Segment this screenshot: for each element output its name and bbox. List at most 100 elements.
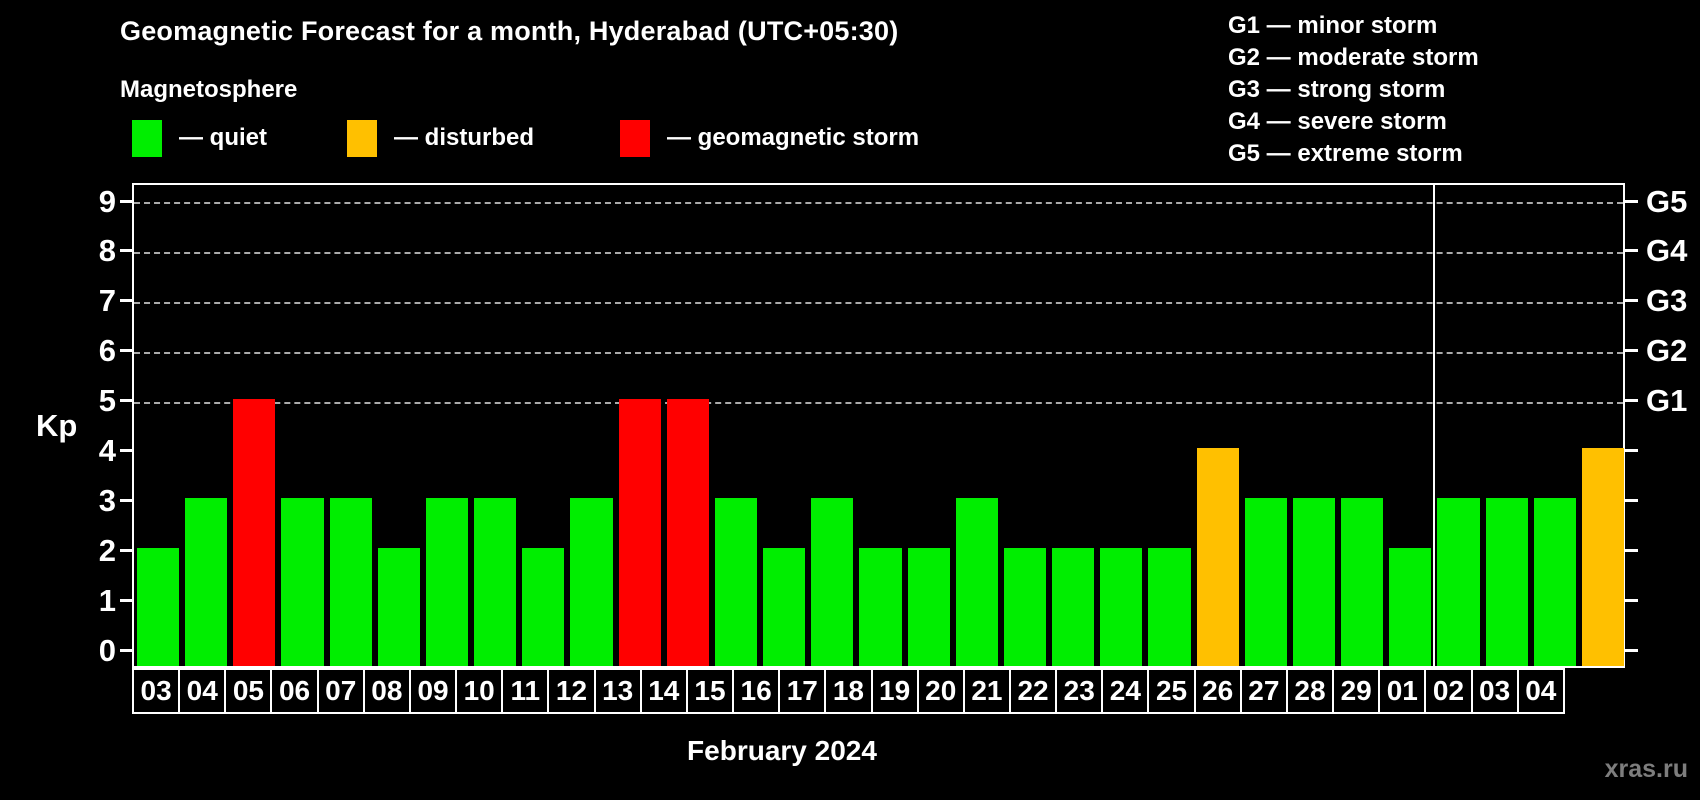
right-tick-6 (1625, 349, 1638, 353)
kp-bar-23 (1100, 548, 1143, 666)
kp-bar-03 (1533, 498, 1576, 666)
date-cell-feb-22: 22 (1008, 668, 1058, 714)
legend-item-disturbed: — disturbed (347, 119, 534, 157)
right-tick-7 (1625, 299, 1638, 303)
g5-legend-line: G5 — extreme storm (1228, 140, 1463, 167)
kp-bar-02 (1485, 498, 1528, 666)
y-tick-3 (120, 498, 132, 502)
y-axis-title: Kp (36, 408, 78, 443)
kp-bar-04 (1581, 448, 1624, 666)
plot-area (132, 183, 1625, 668)
date-cell-feb-06: 06 (270, 668, 319, 714)
y-tick-label-7: 7 (98, 283, 116, 319)
date-cell-mar-03: 03 (1470, 668, 1519, 714)
date-cell-feb-10: 10 (455, 668, 504, 714)
kp-bar-15 (714, 498, 758, 666)
y-tick-0 (120, 648, 132, 652)
date-cell-feb-27: 27 (1239, 668, 1288, 714)
g1-legend-line: G1 — minor storm (1228, 12, 1438, 39)
date-cell-feb-16: 16 (732, 668, 781, 714)
kp-bar-26 (1244, 498, 1287, 666)
kp-bar-20 (955, 498, 998, 666)
kp-bar-05 (233, 398, 276, 666)
y-tick-label-8: 8 (98, 233, 116, 269)
date-cell-feb-12: 12 (547, 668, 596, 714)
kp-bar-08 (377, 548, 420, 666)
gridline-kp8 (134, 251, 1623, 254)
g2-legend-line: G2 — moderate storm (1228, 44, 1479, 71)
month-label: February 2024 (687, 735, 877, 766)
kp-bar-07 (329, 498, 372, 666)
kp-bar-11 (522, 548, 565, 666)
g-scale-label-G5: G5 (1646, 183, 1688, 219)
gridline-kp5 (134, 401, 1623, 404)
kp-bar-19 (907, 548, 950, 666)
right-tick-2 (1625, 548, 1638, 552)
right-tick-8 (1625, 249, 1638, 253)
kp-bar-03 (137, 548, 180, 666)
kp-bar-28 (1341, 498, 1384, 666)
g-scale-label-G2: G2 (1646, 333, 1688, 369)
y-tick-label-3: 3 (98, 482, 116, 518)
kp-bar-25 (1196, 448, 1239, 666)
magnetosphere-label: Magnetosphere (120, 76, 298, 103)
disturbed-legend-label: — disturbed (394, 124, 535, 151)
quiet-color-swatch (132, 119, 162, 157)
y-tick-label-1: 1 (98, 582, 116, 618)
kp-bar-17 (811, 498, 854, 666)
kp-bar-12 (570, 498, 613, 666)
right-tick-0 (1625, 648, 1638, 652)
right-tick-4 (1625, 448, 1638, 452)
legend-item-storm: — geomagnetic storm (620, 119, 919, 157)
storm-legend-label: — geomagnetic storm (667, 124, 920, 151)
gridline-kp6 (134, 351, 1623, 354)
kp-bar-13 (618, 398, 661, 666)
legend-item-quiet: — quiet (132, 119, 267, 157)
kp-bar-18 (859, 548, 902, 666)
kp-bar-24 (1148, 548, 1191, 666)
kp-bar-27 (1292, 498, 1336, 666)
y-tick-4 (120, 448, 132, 452)
kp-bar-04 (185, 498, 228, 666)
right-tick-5 (1625, 399, 1638, 403)
kp-bar-09 (425, 498, 469, 666)
g-scale-label-G3: G3 (1646, 283, 1688, 319)
date-cell-feb-09: 09 (408, 668, 458, 714)
watermark: xras.ru (1604, 755, 1688, 783)
date-cell-feb-07: 07 (316, 668, 365, 714)
date-axis-row: 03 04 05 06 07 08 09 10 11 12 13 14 15 16 17 18 19 20 21 22… (132, 668, 1625, 714)
y-tick-label-9: 9 (98, 183, 116, 219)
right-tick-9 (1625, 199, 1638, 203)
date-cell-feb-13: 13 (593, 668, 642, 714)
date-cell-feb-23: 23 (1055, 668, 1104, 714)
date-cell-feb-08: 08 (362, 668, 411, 714)
date-cell-feb-28: 28 (1285, 668, 1335, 714)
date-cell-feb-24: 24 (1101, 668, 1150, 714)
y-tick-label-2: 2 (98, 532, 116, 568)
g-scale-label-G4: G4 (1646, 233, 1688, 269)
disturbed-color-swatch (347, 119, 377, 157)
date-cell-feb-29: 29 (1332, 668, 1381, 714)
y-tick-6 (120, 349, 132, 353)
y-tick-2 (120, 548, 132, 552)
chart-title: Geomagnetic Forecast for a month, Hydera… (120, 16, 899, 46)
y-tick-1 (120, 598, 132, 602)
date-cell-feb-21: 21 (962, 668, 1011, 714)
kp-bar-06 (281, 498, 324, 666)
kp-bar-29 (1389, 548, 1432, 666)
date-cell-feb-05: 05 (224, 668, 273, 714)
kp-bar-14 (666, 398, 709, 666)
storm-color-swatch (620, 119, 650, 157)
y-tick-label-0: 0 (98, 632, 116, 668)
date-cell-feb-14: 14 (639, 668, 688, 714)
date-cell-feb-26: 26 (1193, 668, 1242, 714)
kp-bar-22 (1052, 548, 1095, 666)
date-cell-mar-04: 04 (1516, 668, 1565, 714)
gridline-kp9 (134, 202, 1623, 204)
date-cell-feb-15: 15 (685, 668, 735, 714)
right-tick-3 (1625, 498, 1638, 502)
g-scale-label-G1: G1 (1646, 383, 1688, 419)
date-cell-feb-25: 25 (1147, 668, 1196, 714)
date-cell-feb-03: 03 (132, 668, 181, 714)
